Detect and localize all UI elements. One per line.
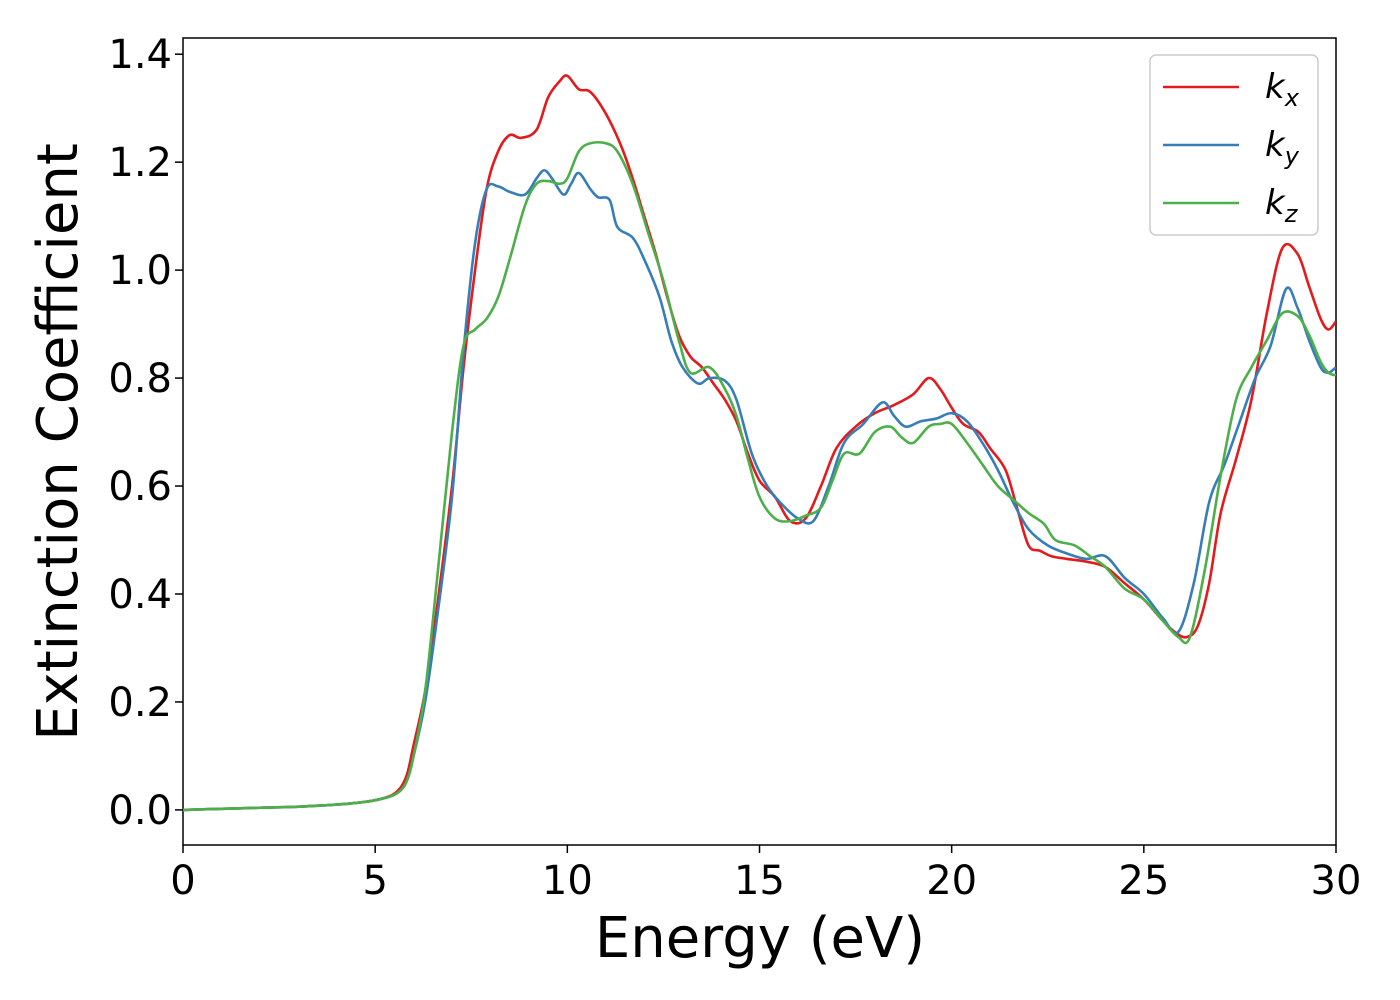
x-tick-label: 15 [734,858,785,904]
series-layer [183,74,1336,812]
y-axis-ticks: 0.0 0.2 0.4 0.6 0.8 1.0 1.2 1.4 [108,32,183,834]
x-tick-label: 5 [362,858,387,904]
x-axis-ticks: 0 5 10 15 20 25 30 [170,845,1361,904]
x-tick-label: 10 [542,858,593,904]
legend-label-subscript: z [1284,200,1299,228]
y-tick-label: 0.8 [108,356,172,402]
x-tick-label: 25 [1118,858,1169,904]
legend-label-ky: ky [1265,125,1300,170]
legend-label-base: k [1265,125,1286,165]
legend-label-kz: kz [1265,183,1299,228]
y-tick-label: 0.0 [108,788,172,834]
legend-label-kx: kx [1265,67,1300,112]
y-tick-label: 0.2 [108,680,172,726]
series-line-ky [183,168,1336,812]
y-tick-label: 0.6 [108,464,172,510]
x-axis-title: Energy (eV) [595,906,925,971]
x-tick-label: 0 [170,858,195,904]
y-tick-label: 0.4 [108,572,172,618]
legend-label-base: k [1265,183,1286,223]
legend-label-subscript: x [1284,84,1300,112]
legend-label-base: k [1265,67,1286,107]
series-line-kz [183,140,1336,812]
legend-label-subscript: y [1284,142,1300,170]
y-axis-title: Extinction Coefficient [26,143,91,741]
y-tick-label: 1.4 [108,32,172,78]
x-tick-label: 20 [926,858,977,904]
y-tick-label: 1.2 [108,140,172,186]
y-tick-label: 1.0 [108,248,172,294]
x-tick-label: 30 [1311,858,1362,904]
